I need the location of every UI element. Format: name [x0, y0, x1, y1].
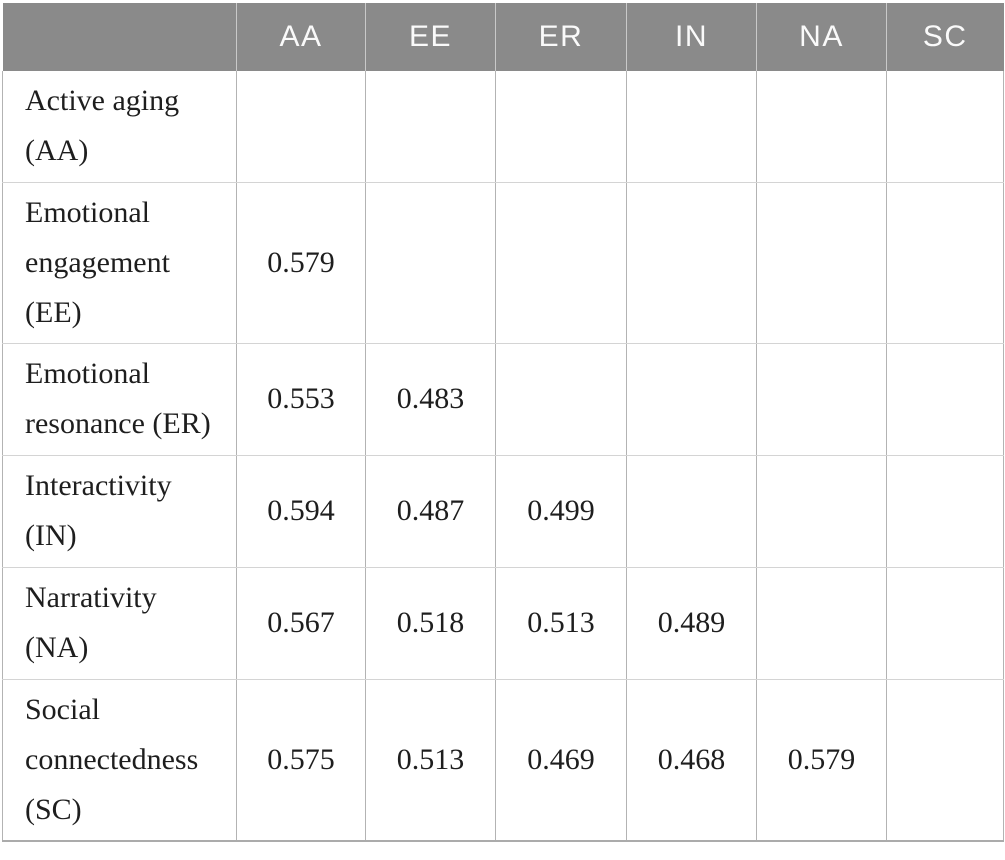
- value-cell: [886, 678, 1004, 842]
- value-cell: 0.469: [495, 678, 627, 842]
- value-cell: 0.575: [236, 678, 366, 842]
- value-cell: 0.513: [365, 678, 496, 842]
- value-cell: 0.499: [495, 454, 627, 568]
- table-body: Active aging (AA) Emotional engagement (…: [2, 71, 1004, 842]
- header-corner-cell: [2, 3, 237, 71]
- value-cell: [886, 566, 1004, 680]
- row-label: Emotional engagement (EE): [2, 181, 237, 344]
- value-cell: 0.513: [495, 566, 627, 680]
- value-cell: [886, 342, 1004, 456]
- value-cell: 0.489: [626, 566, 757, 680]
- value-cell: [756, 71, 887, 183]
- correlation-table: AA EE ER IN NA SC Active aging (AA) Emot…: [2, 3, 1004, 842]
- table-row-emotional-resonance: Emotional resonance (ER) 0.553 0.483: [2, 342, 1004, 456]
- value-cell: 0.468: [626, 678, 757, 842]
- header-cell-sc: SC: [886, 3, 1004, 71]
- row-label: Active aging (AA): [2, 71, 237, 183]
- value-cell: [495, 71, 627, 183]
- value-cell: 0.518: [365, 566, 496, 680]
- header-cell-er: ER: [495, 3, 627, 71]
- value-cell: [626, 181, 757, 344]
- value-cell: 0.483: [365, 342, 496, 456]
- table-row-social-connectedness: Social connectedness (SC) 0.575 0.513 0.…: [2, 678, 1004, 842]
- value-cell: 0.567: [236, 566, 366, 680]
- row-label: Narrativity (NA): [2, 566, 237, 680]
- value-cell: [756, 342, 887, 456]
- row-label: Emotional resonance (ER): [2, 342, 237, 456]
- table-row-active-aging: Active aging (AA): [2, 71, 1004, 183]
- header-cell-na: NA: [756, 3, 887, 71]
- value-cell: [365, 71, 496, 183]
- value-cell: [626, 342, 757, 456]
- value-cell: 0.553: [236, 342, 366, 456]
- value-cell: [495, 181, 627, 344]
- value-cell: [756, 566, 887, 680]
- value-cell: [626, 71, 757, 183]
- header-cell-in: IN: [626, 3, 757, 71]
- table-header: AA EE ER IN NA SC: [2, 3, 1004, 71]
- value-cell: [626, 454, 757, 568]
- value-cell: 0.579: [756, 678, 887, 842]
- value-cell: [886, 454, 1004, 568]
- value-cell: [886, 181, 1004, 344]
- value-cell: [495, 342, 627, 456]
- header-cell-aa: AA: [236, 3, 366, 71]
- value-cell: [756, 454, 887, 568]
- table-row-interactivity: Interactivity (IN) 0.594 0.487 0.499: [2, 454, 1004, 568]
- table-row-narrativity: Narrativity (NA) 0.567 0.518 0.513 0.489: [2, 566, 1004, 680]
- value-cell: [886, 71, 1004, 183]
- value-cell: [756, 181, 887, 344]
- value-cell: 0.594: [236, 454, 366, 568]
- value-cell: 0.487: [365, 454, 496, 568]
- header-row: AA EE ER IN NA SC: [2, 3, 1004, 71]
- value-cell: 0.579: [236, 181, 366, 344]
- table-row-emotional-engagement: Emotional engagement (EE) 0.579: [2, 181, 1004, 344]
- value-cell: [365, 181, 496, 344]
- row-label: Interactivity (IN): [2, 454, 237, 568]
- value-cell: [236, 71, 366, 183]
- row-label: Social connectedness (SC): [2, 678, 237, 842]
- header-cell-ee: EE: [365, 3, 496, 71]
